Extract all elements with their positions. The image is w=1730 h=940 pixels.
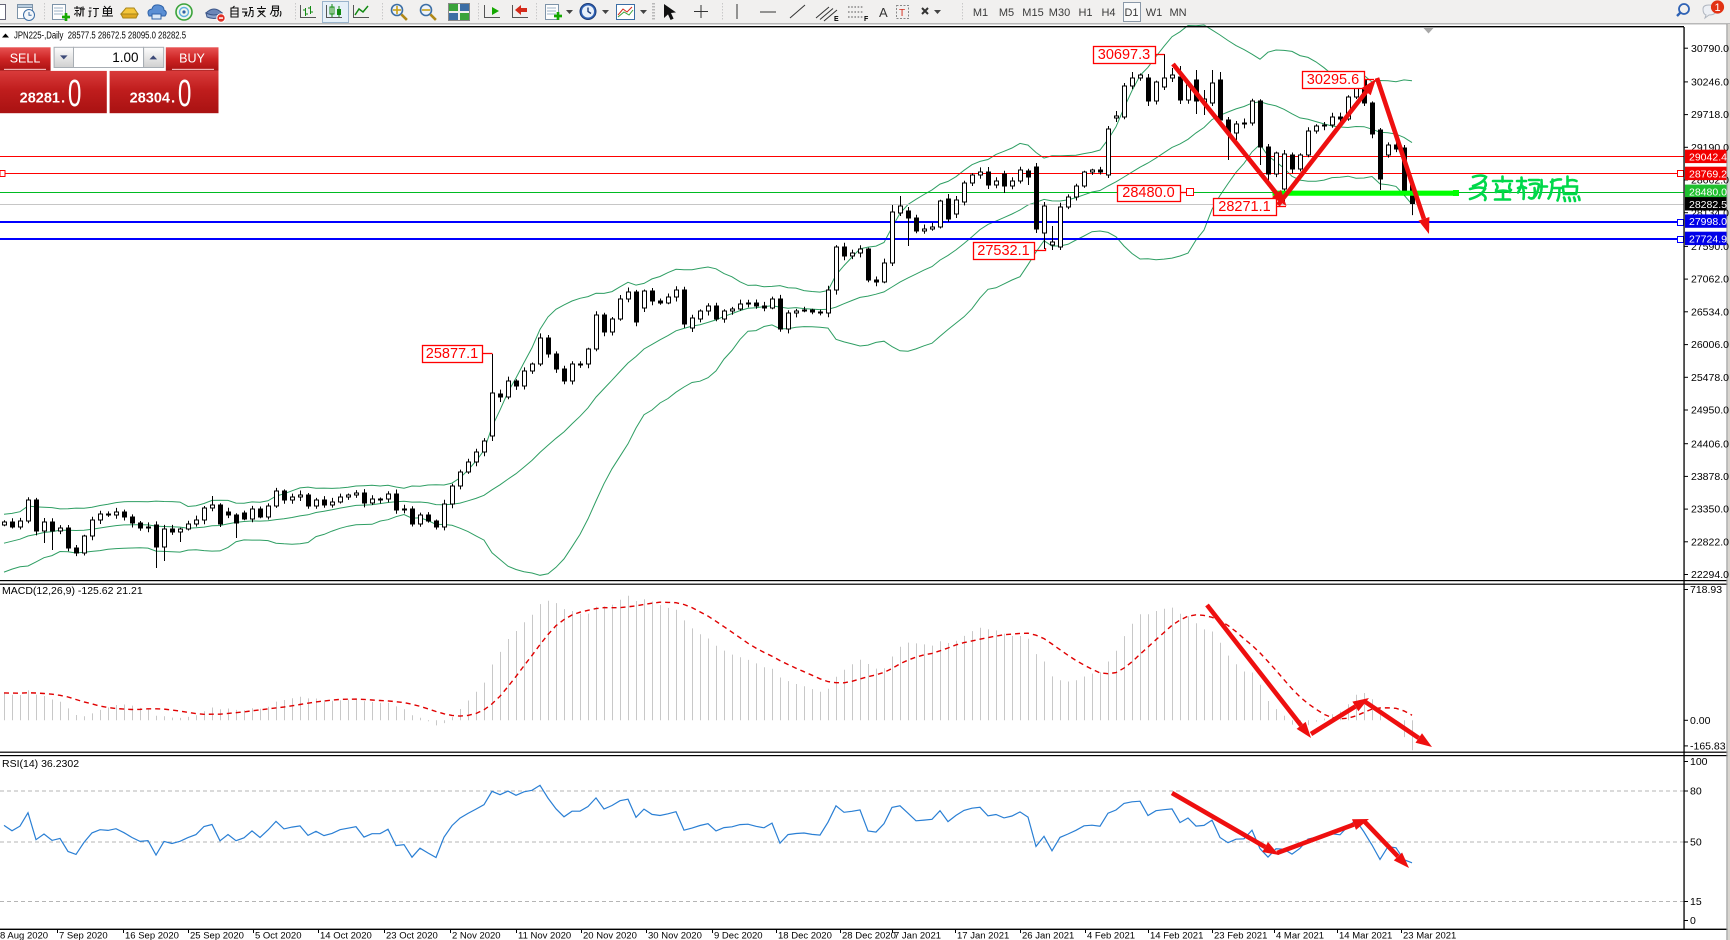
svg-text:22822.0: 22822.0 <box>1691 536 1729 548</box>
svg-text:SELL: SELL <box>10 52 41 66</box>
svg-text:25 Sep 2020: 25 Sep 2020 <box>190 931 244 940</box>
svg-text:26006.0: 26006.0 <box>1691 339 1729 351</box>
svg-text:5 Oct 2020: 5 Oct 2020 <box>255 931 301 940</box>
svg-text:28769.2: 28769.2 <box>1689 168 1727 180</box>
svg-text:15: 15 <box>1690 896 1702 908</box>
svg-text:F: F <box>864 16 869 23</box>
svg-text:27062.0: 27062.0 <box>1691 274 1729 286</box>
svg-text:T: T <box>899 8 905 19</box>
svg-text:30790.0: 30790.0 <box>1691 43 1729 55</box>
svg-text:MN: MN <box>1169 7 1186 19</box>
svg-text:H4: H4 <box>1101 7 1115 19</box>
svg-text:23350.0: 23350.0 <box>1691 504 1729 516</box>
svg-text:28480.0: 28480.0 <box>1689 186 1727 198</box>
svg-text:W1: W1 <box>1146 7 1163 19</box>
svg-text:D1: D1 <box>1124 7 1138 19</box>
svg-text:718.93: 718.93 <box>1690 584 1722 596</box>
svg-text:11 Nov 2020: 11 Nov 2020 <box>518 931 571 940</box>
svg-text:28271.1: 28271.1 <box>1218 199 1270 215</box>
svg-text:30295.6: 30295.6 <box>1307 72 1359 88</box>
svg-text:27998.0: 27998.0 <box>1689 216 1727 228</box>
svg-text:28 Dec 2020: 28 Dec 2020 <box>842 931 896 940</box>
svg-text:80: 80 <box>1690 786 1702 798</box>
svg-text:8 Aug 2020: 8 Aug 2020 <box>0 931 48 940</box>
svg-text:30697.3: 30697.3 <box>1098 47 1150 63</box>
svg-text:E: E <box>834 16 839 23</box>
svg-text:29718.0: 29718.0 <box>1691 109 1729 121</box>
svg-text:M5: M5 <box>999 7 1014 19</box>
svg-text:H1: H1 <box>1078 7 1092 19</box>
svg-text:14 Feb 2021: 14 Feb 2021 <box>1150 931 1203 940</box>
svg-text:M1: M1 <box>973 7 988 19</box>
svg-text:50: 50 <box>1690 837 1702 849</box>
svg-text:9 Dec 2020: 9 Dec 2020 <box>714 931 763 940</box>
svg-text:18 Dec 2020: 18 Dec 2020 <box>778 931 832 940</box>
svg-text:17 Jan 2021: 17 Jan 2021 <box>957 931 1009 940</box>
svg-text:28281: 28281 <box>20 91 60 107</box>
svg-text:30246.0: 30246.0 <box>1691 77 1729 89</box>
svg-text:28304: 28304 <box>130 91 170 107</box>
svg-text:1: 1 <box>1714 2 1720 14</box>
svg-text:M15: M15 <box>1022 7 1043 19</box>
svg-text:23 Feb 2021: 23 Feb 2021 <box>1214 931 1267 940</box>
svg-text:20 Nov 2020: 20 Nov 2020 <box>583 931 637 940</box>
svg-text:RSI(14) 36.2302: RSI(14) 36.2302 <box>2 758 79 770</box>
svg-text:A: A <box>879 5 888 20</box>
svg-text:28282.5: 28282.5 <box>1689 199 1727 211</box>
svg-text:0: 0 <box>1690 915 1696 927</box>
svg-text:4 Mar 2021: 4 Mar 2021 <box>1276 931 1324 940</box>
svg-text:25877.1: 25877.1 <box>426 346 478 362</box>
svg-text:M30: M30 <box>1049 7 1070 19</box>
svg-text:22294.0: 22294.0 <box>1691 569 1729 581</box>
svg-text:MACD(12,26,9) -125.62 21.21: MACD(12,26,9) -125.62 21.21 <box>2 585 143 597</box>
svg-text:29042.4: 29042.4 <box>1689 151 1727 163</box>
svg-text:25478.0: 25478.0 <box>1691 372 1729 384</box>
svg-text:16 Sep 2020: 16 Sep 2020 <box>125 931 179 940</box>
svg-text:100: 100 <box>1690 756 1708 768</box>
svg-text:24950.0: 24950.0 <box>1691 405 1729 417</box>
svg-text:2 Nov 2020: 2 Nov 2020 <box>452 931 501 940</box>
svg-text:26 Jan 2021: 26 Jan 2021 <box>1022 931 1074 940</box>
svg-text:14 Oct 2020: 14 Oct 2020 <box>320 931 372 940</box>
svg-text:1.00: 1.00 <box>112 50 138 65</box>
svg-text:26534.0: 26534.0 <box>1691 306 1729 318</box>
svg-text:0.00: 0.00 <box>1690 715 1711 727</box>
svg-text:27532.1: 27532.1 <box>977 243 1029 259</box>
svg-text:27724.9: 27724.9 <box>1689 233 1727 245</box>
svg-text:7 Sep 2020: 7 Sep 2020 <box>59 931 108 940</box>
svg-text:7 Jan 2021: 7 Jan 2021 <box>894 931 941 940</box>
svg-text:0: 0 <box>68 71 82 114</box>
svg-text:23 Mar 2021: 23 Mar 2021 <box>1403 931 1456 940</box>
svg-text:30 Nov 2020: 30 Nov 2020 <box>648 931 702 940</box>
svg-text:.: . <box>61 90 65 107</box>
svg-text:BUY: BUY <box>179 52 205 66</box>
svg-text:-165.83: -165.83 <box>1690 741 1726 753</box>
svg-text:14 Mar 2021: 14 Mar 2021 <box>1339 931 1392 940</box>
svg-text:0: 0 <box>178 71 192 114</box>
svg-text:23 Oct 2020: 23 Oct 2020 <box>386 931 438 940</box>
svg-text:23878.0: 23878.0 <box>1691 471 1729 483</box>
svg-text:24406.0: 24406.0 <box>1691 438 1729 450</box>
svg-text:.: . <box>171 90 175 107</box>
svg-text:28480.0: 28480.0 <box>1122 185 1174 201</box>
svg-text:4 Feb 2021: 4 Feb 2021 <box>1087 931 1135 940</box>
svg-text:JPN225-,Daily 28577.5 28672.5: JPN225-,Daily 28577.5 28672.5 28095.0 28… <box>14 31 186 42</box>
